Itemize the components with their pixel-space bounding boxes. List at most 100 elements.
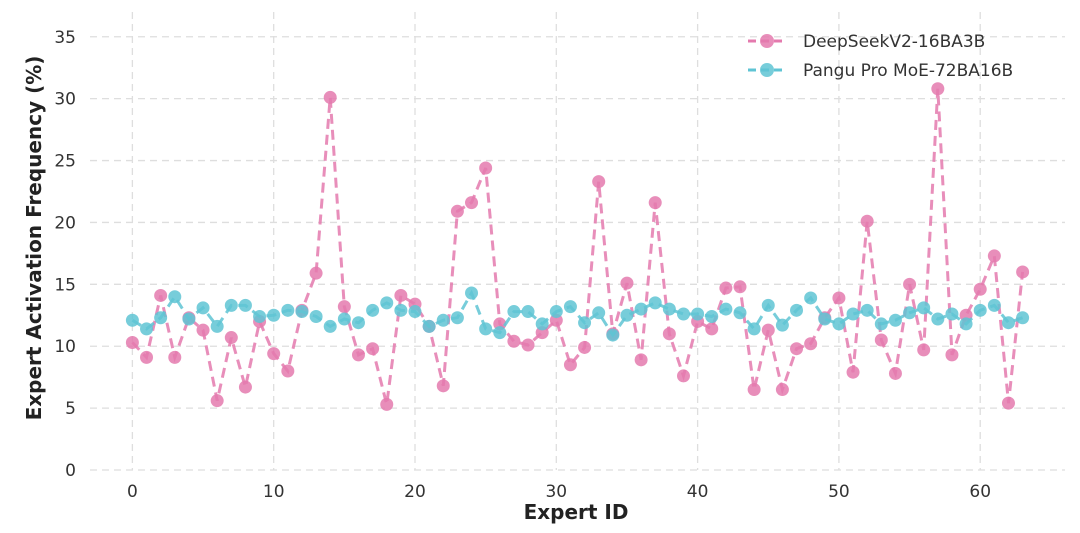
data-point [578,340,592,354]
data-point [196,323,210,337]
y-tick-label: 35 [54,28,76,48]
data-point [705,310,719,324]
data-point [436,379,450,393]
legend: DeepSeekV2-16BA3B Pangu Pro MoE-72BA16B [748,32,1013,81]
data-point [804,337,818,351]
x-axis-title: Expert ID [524,500,629,524]
data-point [634,302,648,316]
data-point [648,196,662,210]
data-point [874,317,888,331]
data-point [351,316,365,330]
y-tick-label: 25 [54,152,76,172]
data-point [747,383,761,397]
data-point [281,364,295,378]
legend-swatch-marker [760,63,774,77]
data-point [917,301,931,315]
y-tick-label: 0 [65,461,76,481]
data-point [408,305,422,319]
data-point [140,322,154,336]
data-point [267,347,281,361]
x-tick-label: 50 [828,482,850,502]
y-tick-label: 15 [54,275,76,295]
data-point [747,322,761,336]
data-point [903,306,917,320]
data-point [790,303,804,317]
legend-entry-deepseek: DeepSeekV2-16BA3B [748,32,985,52]
data-point [267,308,281,322]
data-point [154,288,168,302]
data-point [832,291,846,305]
series-group [125,82,1030,411]
data-point [224,331,238,345]
data-point [987,249,1001,263]
x-tick-label: 60 [969,482,991,502]
data-point [465,286,479,300]
data-point [507,334,521,348]
data-point [662,327,676,341]
data-point [874,333,888,347]
data-point [521,338,535,352]
data-point [987,298,1001,312]
data-point [125,336,139,350]
data-point [450,311,464,325]
data-point [521,305,535,319]
data-point [959,317,973,331]
data-point [775,383,789,397]
data-point [479,322,493,336]
data-point [507,305,521,319]
data-point [804,291,818,305]
data-point [422,319,436,333]
data-point [168,350,182,364]
grid [90,12,1065,471]
x-tick-label: 30 [545,482,567,502]
data-point [323,319,337,333]
data-point [394,303,408,317]
data-point [1016,265,1030,279]
data-point [676,369,690,383]
data-point [563,300,577,314]
data-point [775,318,789,332]
data-point [549,305,563,319]
legend-label: DeepSeekV2-16BA3B [803,32,985,52]
data-point [140,350,154,364]
data-point [818,312,832,326]
data-point [860,214,874,228]
data-point [1016,311,1030,325]
data-point [309,266,323,280]
y-tick-label: 10 [54,337,76,357]
legend-entry-pangu: Pangu Pro MoE-72BA16B [748,61,1013,81]
data-point [309,310,323,324]
series-0 [125,82,1030,411]
data-point [380,397,394,411]
data-point [888,366,902,380]
data-point [676,307,690,321]
data-point [832,317,846,331]
data-point [479,161,493,175]
series-line [131,289,1024,338]
x-tick-label: 40 [687,482,709,502]
data-point [917,343,931,357]
data-point [945,348,959,362]
data-point [253,310,267,324]
data-point [945,307,959,321]
series-1 [125,286,1030,342]
data-point [846,365,860,379]
data-point [790,342,804,356]
data-point [606,328,620,342]
data-point [450,204,464,218]
data-point [733,306,747,320]
data-point [380,296,394,310]
data-point [931,312,945,326]
data-point [196,301,210,315]
data-point [733,280,747,294]
x-tick-label: 10 [263,482,285,502]
legend-label: Pangu Pro MoE-72BA16B [803,61,1013,81]
data-point [648,296,662,310]
data-point [592,306,606,320]
y-tick-label: 5 [65,399,76,419]
data-point [210,319,224,333]
data-point [281,303,295,317]
data-point [436,313,450,327]
data-point [761,323,775,337]
x-tick-label: 20 [404,482,426,502]
